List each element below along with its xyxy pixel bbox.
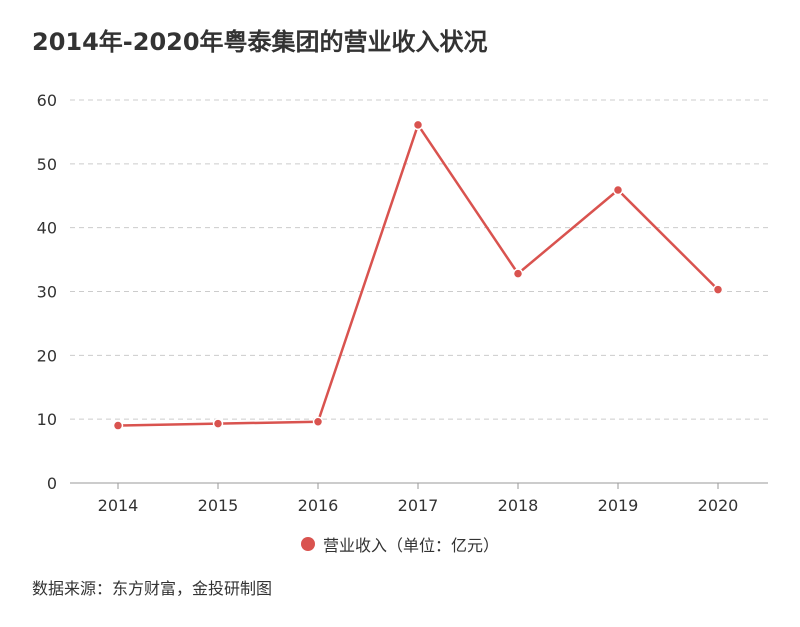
legend-label: 营业收入（单位：亿元） (322, 536, 499, 555)
x-tick-label: 2018 (498, 496, 539, 515)
data-point[interactable] (112, 420, 124, 431)
source-note: 数据来源：东方财富，金投研制图 (32, 579, 273, 598)
data-point[interactable] (312, 416, 324, 427)
data-point[interactable] (612, 184, 624, 196)
x-tick-label: 2016 (298, 496, 339, 515)
legend: 营业收入（单位：亿元） (0, 532, 800, 556)
y-tick-label: 40 (37, 219, 57, 238)
data-point[interactable] (412, 119, 424, 131)
x-tick-label: 2017 (398, 496, 439, 515)
y-tick-label: 0 (47, 474, 57, 493)
chart-title: 2014年-2020年粤泰集团的营业收入状况 (32, 28, 488, 56)
y-tick-label: 10 (37, 410, 57, 429)
data-point[interactable] (212, 418, 224, 429)
y-tick-label: 20 (37, 346, 57, 365)
data-point[interactable] (512, 268, 524, 279)
y-tick-label: 60 (37, 91, 57, 110)
legend-marker (300, 537, 315, 551)
x-tick-label: 2015 (198, 496, 239, 515)
y-tick-label: 30 (37, 283, 57, 302)
data-point[interactable] (712, 284, 724, 295)
legend-item[interactable]: 营业收入（单位：亿元） (300, 532, 499, 556)
y-tick-label: 50 (37, 155, 57, 174)
series-line (117, 123, 719, 427)
x-tick-label: 2020 (698, 496, 739, 515)
x-tick-label: 2014 (98, 496, 139, 515)
x-tick-label: 2019 (598, 496, 639, 515)
